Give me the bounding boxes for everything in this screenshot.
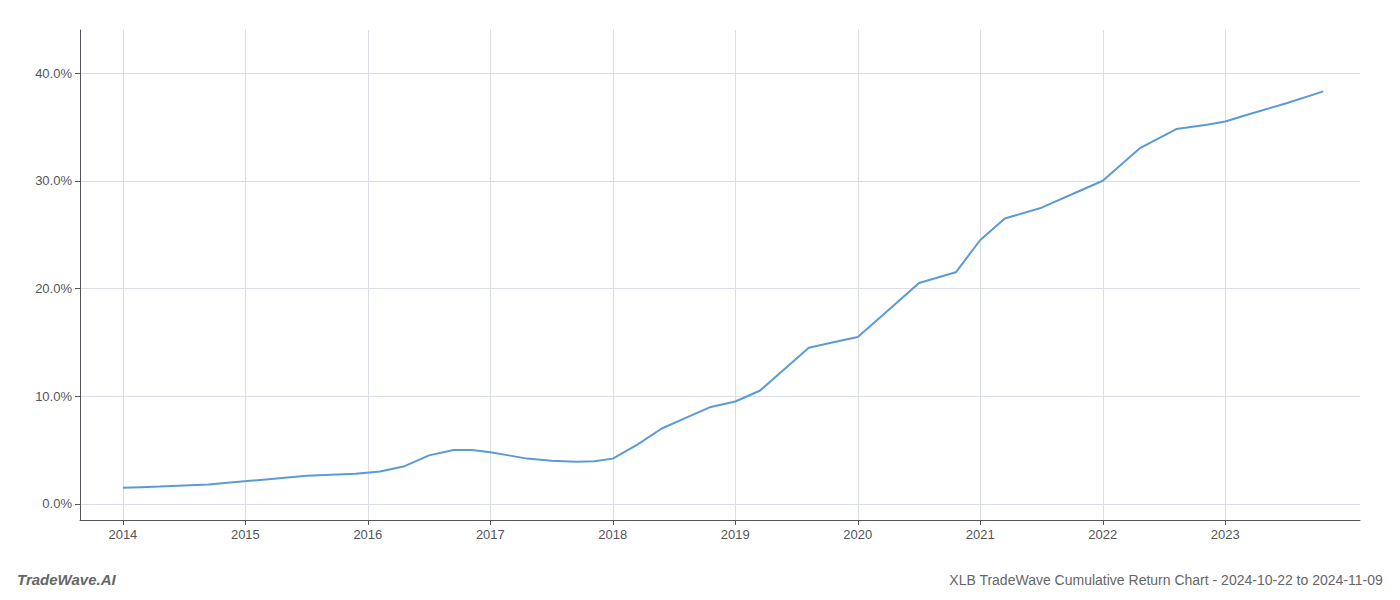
svg-text:2023: 2023 <box>1211 527 1240 542</box>
svg-text:2021: 2021 <box>966 527 995 542</box>
svg-text:XLB TradeWave Cumulative Retur: XLB TradeWave Cumulative Return Chart - … <box>949 572 1383 588</box>
svg-text:40.0%: 40.0% <box>35 66 72 81</box>
svg-text:2015: 2015 <box>231 527 260 542</box>
svg-text:10.0%: 10.0% <box>35 389 72 404</box>
svg-text:0.0%: 0.0% <box>42 496 72 511</box>
svg-text:2014: 2014 <box>108 527 137 542</box>
svg-text:TradeWave.AI: TradeWave.AI <box>17 571 116 588</box>
svg-text:2018: 2018 <box>598 527 627 542</box>
svg-text:2017: 2017 <box>476 527 505 542</box>
svg-text:2020: 2020 <box>843 527 872 542</box>
svg-text:30.0%: 30.0% <box>35 173 72 188</box>
svg-text:2022: 2022 <box>1088 527 1117 542</box>
svg-text:2016: 2016 <box>353 527 382 542</box>
svg-text:20.0%: 20.0% <box>35 281 72 296</box>
svg-text:2019: 2019 <box>721 527 750 542</box>
